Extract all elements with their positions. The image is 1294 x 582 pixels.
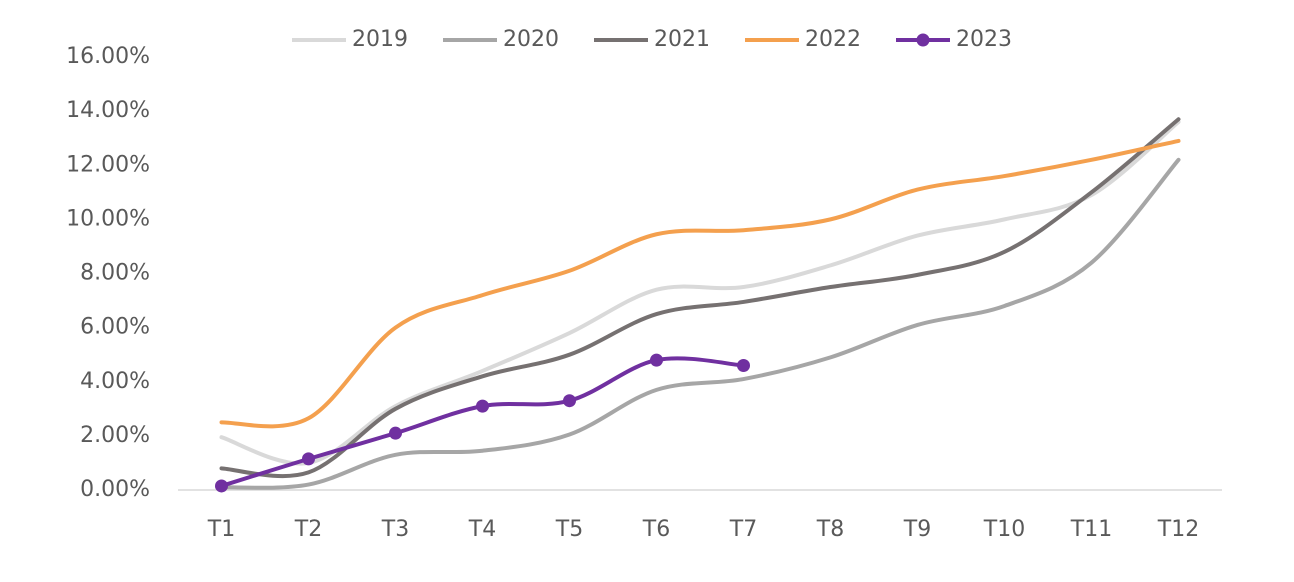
data-point [563, 394, 576, 408]
data-point [476, 399, 489, 413]
x-tick-label: T4 [468, 517, 496, 542]
data-point [650, 353, 663, 367]
x-tick-label: T10 [983, 517, 1025, 542]
y-tick-label: 12.00% [66, 152, 150, 177]
series-line [219, 157, 1181, 490]
data-point [302, 452, 315, 466]
series-line [219, 138, 1181, 429]
legend-marker [916, 33, 930, 47]
y-tick-label: 6.00% [80, 315, 150, 340]
legend-label: 2020 [503, 27, 559, 52]
y-tick-label: 4.00% [80, 369, 150, 394]
y-tick-label: 2.00% [80, 423, 150, 448]
x-tick-label: T5 [555, 517, 583, 542]
data-point [389, 426, 402, 440]
data-point [737, 359, 750, 373]
x-tick-label: T9 [903, 517, 931, 542]
series-line [219, 117, 1181, 479]
y-tick-label: 14.00% [66, 98, 150, 123]
x-tick-label: T11 [1070, 517, 1112, 542]
legend-label: 2023 [956, 27, 1012, 52]
y-tick-label: 8.00% [80, 261, 150, 286]
legend-label: 2021 [654, 27, 710, 52]
y-tick-label: 10.00% [66, 206, 150, 231]
x-tick-label: T6 [642, 517, 670, 542]
x-tick-label: T12 [1157, 517, 1199, 542]
x-tick-label: T7 [729, 517, 757, 542]
x-tick-label: T2 [294, 517, 322, 542]
x-tick-label: T8 [816, 517, 844, 542]
x-tick-label: T3 [381, 517, 409, 542]
legend-label: 2019 [352, 27, 408, 52]
data-point [215, 479, 228, 493]
series-line [219, 119, 1181, 466]
legend-label: 2022 [805, 27, 861, 52]
x-tick-label: T1 [207, 517, 235, 542]
y-tick-label: 0.00% [80, 477, 150, 502]
y-tick-label: 16.00% [66, 44, 150, 69]
